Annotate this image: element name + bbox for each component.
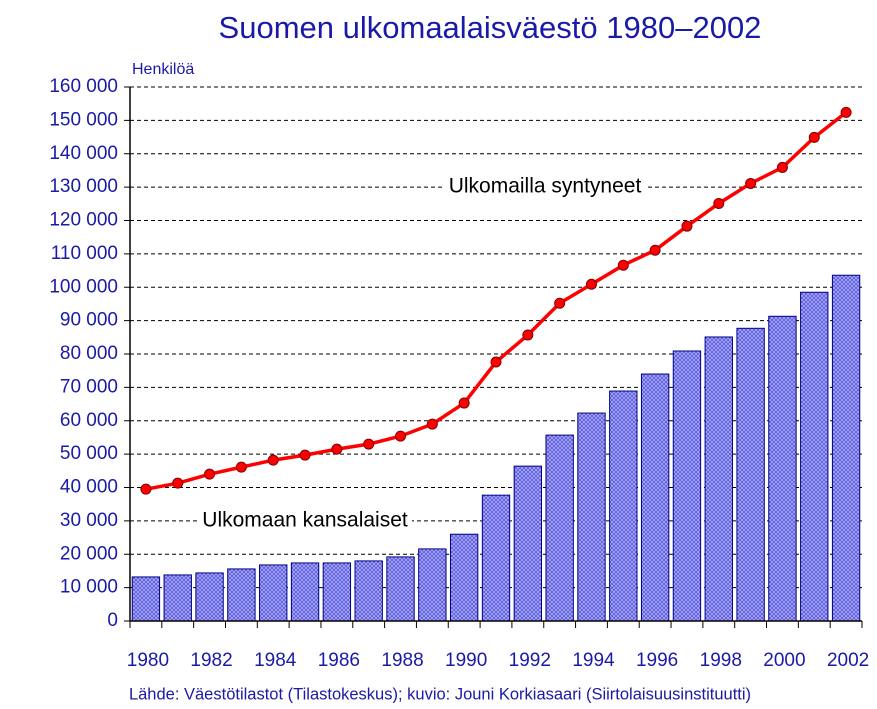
y-tick-label: 130 000 [49,176,118,197]
y-axis-label: Henkilöä [132,61,194,78]
x-tick-label: 1988 [381,650,423,671]
bar [322,562,352,622]
marker [585,278,597,290]
bar [386,556,415,622]
marker [745,177,757,189]
series-label: Ulkomaan kansalaiset [202,508,408,531]
y-tick-label: 80 000 [60,343,118,364]
bar [672,350,702,622]
marker [331,443,343,455]
x-tick-label: 1990 [445,650,487,671]
bar [577,412,606,622]
marker [840,106,852,118]
bar [259,564,288,622]
y-tick-label: 10 000 [60,577,118,598]
bar [545,434,574,622]
x-tick-label: 1994 [572,650,615,671]
y-tick-label: 60 000 [60,410,118,431]
y-tick-label: 120 000 [49,210,118,231]
marker [490,356,502,368]
x-tick-label: 1986 [318,650,360,671]
x-tick-label: 1984 [254,650,297,671]
marker [172,477,184,489]
bar [800,291,829,622]
marker [776,161,788,173]
x-tick-label: 1982 [190,650,232,671]
y-tick-label: 160 000 [49,76,118,97]
y-tick-label: 110 000 [51,243,118,264]
y-tick-label: 40 000 [60,477,118,498]
marker [554,297,566,309]
marker [617,259,629,271]
y-tick-label: 30 000 [60,510,118,531]
bar [227,568,256,622]
bar [449,533,479,622]
x-tick-label: 2000 [763,650,805,671]
marker [522,329,534,341]
x-tick-label: 1998 [700,650,742,671]
bar [163,574,192,622]
y-tick-label: 140 000 [49,143,118,164]
marker [713,197,725,209]
marker [267,454,279,466]
label-background [444,174,646,198]
x-tick-label: 2002 [827,650,869,671]
marker [299,449,311,461]
bar [736,327,765,622]
marker [458,397,470,409]
chart-title: Suomen ulkomaalaisväestö 1980–2002 [219,10,762,45]
marker [204,468,216,480]
y-tick-label: 150 000 [49,109,118,130]
x-tick-label: 1980 [127,650,169,671]
bar [290,562,320,622]
source: Lähde: Väestötilastot (Tilastokeskus); k… [129,685,751,703]
marker [140,483,152,495]
x-tick-label: 1992 [509,650,551,671]
y-tick-label: 90 000 [60,310,118,331]
x-tick-label: 1996 [636,650,678,671]
marker [363,438,375,450]
bar [418,548,447,622]
bar [640,373,670,622]
marker [808,131,820,143]
marker [395,430,407,442]
bar [768,315,797,622]
y-tick-label: 0 [107,610,118,631]
bar [195,572,224,622]
y-tick-label: 50 000 [60,443,118,464]
marker [649,244,661,256]
series-label: Ulkomailla syntyneet [449,175,642,198]
bar [481,494,511,622]
y-tick-label: 20 000 [60,543,118,564]
y-tick-label: 70 000 [60,376,118,397]
label-background [198,508,412,532]
y-tick-label: 100 000 [49,276,118,297]
bar [704,336,733,622]
bar [831,274,861,622]
bar [609,390,638,622]
marker [681,220,693,232]
bar [354,560,383,622]
marker [235,461,247,473]
bar [131,576,161,622]
marker [426,418,438,430]
bar [513,465,543,622]
